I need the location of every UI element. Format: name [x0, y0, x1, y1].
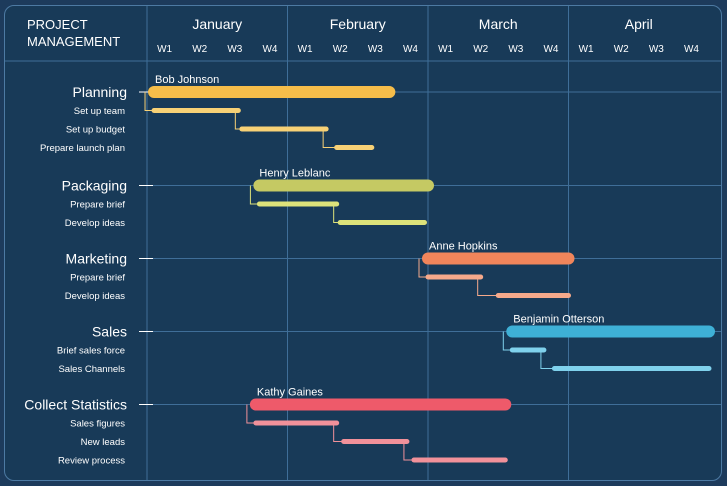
task-bars [148, 86, 715, 463]
task-label: Set up budget [66, 125, 126, 136]
task-label: Develop ideas [65, 218, 125, 229]
week-label: W1 [298, 44, 313, 55]
week-label: W3 [649, 44, 664, 55]
month-label: April [625, 16, 653, 32]
title-line-2: MANAGEMENT [27, 34, 120, 49]
group-label: Planning [73, 84, 128, 100]
task-label: Set up team [74, 106, 125, 117]
task-connector [144, 92, 155, 111]
task-label: New leads [81, 437, 126, 448]
task-label: Develop ideas [65, 291, 125, 302]
week-label: W1 [438, 44, 453, 55]
group-label: Collect Statistics [24, 397, 127, 413]
task-connector [246, 404, 256, 424]
group-label: Sales [92, 324, 127, 340]
owner-label: Bob Johnson [155, 74, 219, 86]
week-label: W4 [403, 44, 418, 55]
week-label: W1 [579, 44, 594, 55]
week-label: W3 [227, 44, 242, 55]
gantt-board: PROJECT MANAGEMENT January W1 W2 W3 W4 Februa… [4, 5, 722, 481]
week-label: W2 [333, 44, 348, 55]
task-connectors [144, 92, 555, 461]
week-label: W2 [192, 44, 207, 55]
task-label: Prepare brief [70, 273, 125, 284]
week-label: W2 [473, 44, 488, 55]
task-connector [477, 277, 499, 296]
month-label: January [192, 16, 242, 32]
task-connector [234, 110, 242, 130]
week-label: W2 [614, 44, 629, 55]
week-label: W4 [684, 44, 699, 55]
task-label: Prepare launch plan [40, 143, 125, 154]
task-label: Sales figures [70, 419, 125, 430]
task-connector [403, 441, 414, 461]
task-connector [418, 258, 428, 278]
week-label: W4 [262, 44, 277, 55]
task-connector [333, 204, 341, 223]
owner-label: Kathy Gaines [257, 387, 324, 399]
task-label: Prepare brief [70, 200, 125, 211]
task-connector [540, 350, 555, 369]
group-label: Packaging [62, 178, 127, 194]
week-label: W3 [368, 44, 383, 55]
owner-label: Anne Hopkins [429, 241, 498, 253]
task-connector [333, 423, 344, 442]
gantt-chart: PROJECT MANAGEMENT January W1 W2 W3 W4 Februa… [5, 6, 721, 480]
task-label: Brief sales force [57, 346, 125, 357]
week-label: W4 [543, 44, 558, 55]
week-label: W3 [508, 44, 523, 55]
task-connector [322, 129, 337, 148]
task-label: Sales Channels [58, 364, 125, 375]
task-connector [249, 185, 260, 205]
owner-label: Henry Leblanc [259, 168, 330, 180]
task-connector [502, 331, 513, 351]
timeline-header: PROJECT MANAGEMENT January W1 W2 W3 W4 Februa… [27, 16, 699, 55]
month-label: March [479, 16, 518, 32]
week-label: W1 [157, 44, 172, 55]
month-label: February [330, 16, 386, 32]
group-label: Marketing [66, 251, 127, 267]
task-labels: Planning Bob Johnson Set up team Set up bud… [24, 74, 604, 467]
title-line-1: PROJECT [27, 17, 88, 32]
task-label: Review process [58, 456, 125, 467]
owner-label: Benjamin Otterson [513, 314, 604, 326]
